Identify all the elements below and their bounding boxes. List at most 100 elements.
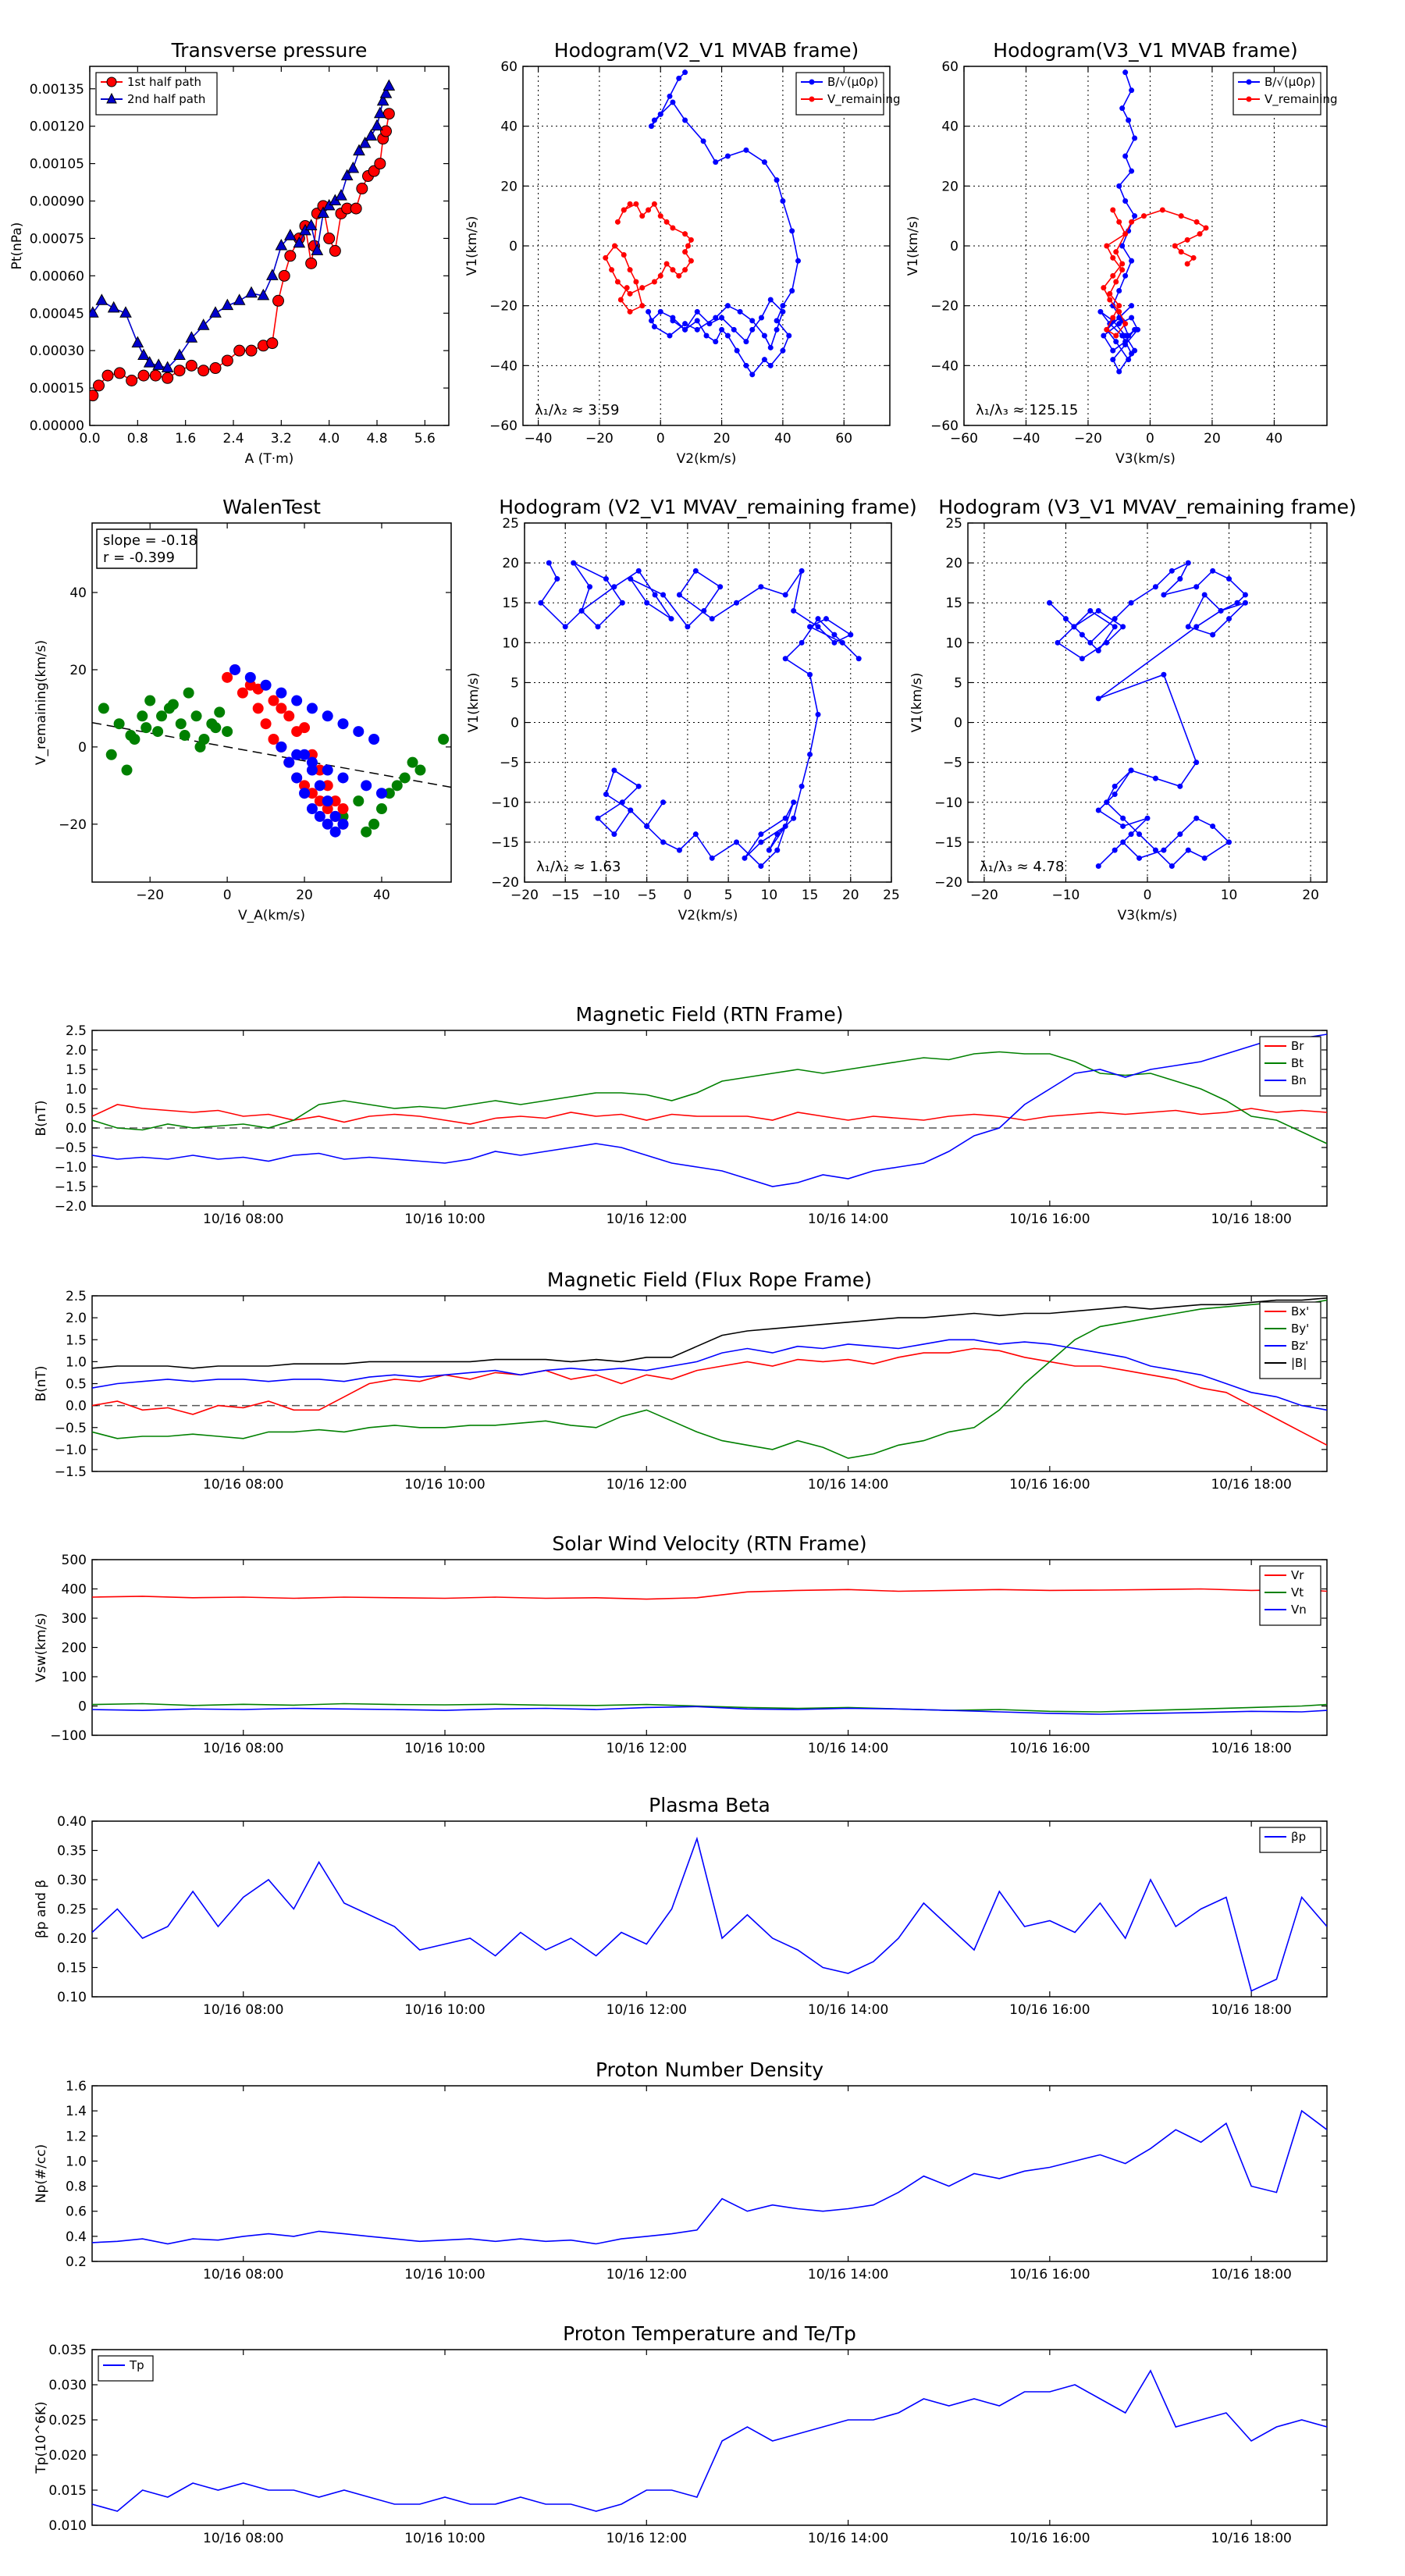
y-tick-label: 0.00105: [30, 157, 84, 173]
data-point: [1210, 632, 1216, 638]
scatter-point: [183, 687, 194, 699]
x-tick-label: 0: [1144, 888, 1152, 903]
correlation-value: r = -0.399: [103, 550, 175, 566]
data-point: [709, 855, 715, 861]
y-tick-label: 0.30: [57, 1873, 87, 1888]
data-point: [799, 639, 805, 646]
data-point: [329, 244, 341, 257]
scatter-point: [299, 749, 311, 760]
data-point: [815, 711, 821, 717]
data-point: [611, 767, 617, 774]
data-point: [1193, 624, 1200, 630]
x-tick-label: 10/16 08:00: [203, 2002, 283, 2018]
chart-title: Hodogram (V3_V1 MVAV_remaining frame): [938, 496, 1357, 518]
data-point: [1122, 333, 1129, 339]
scatter-point: [194, 741, 206, 753]
y-tick-label: 2.0: [66, 1043, 87, 1059]
data-point: [663, 261, 670, 267]
data-point: [1129, 258, 1135, 264]
data-point: [1119, 105, 1126, 112]
chart-panel-solar_wind_velocity: Solar Wind Velocity (RTN Frame) 10/16 08:…: [34, 1532, 1328, 1756]
y-tick-label: 1.5: [66, 1332, 87, 1348]
data-point: [1218, 607, 1224, 614]
data-point: [743, 147, 749, 153]
y-tick-label: 1.5: [66, 1062, 87, 1078]
data-point: [670, 99, 676, 105]
scatter-point: [252, 703, 264, 714]
scatter-point: [383, 788, 395, 799]
data-point: [1161, 847, 1167, 853]
scatter-point: [167, 699, 179, 710]
data-point: [742, 855, 748, 861]
data-point: [1112, 783, 1118, 789]
legend-label: V_remaining: [827, 92, 901, 107]
legend-label: Bx': [1291, 1304, 1309, 1318]
data-point: [335, 189, 347, 201]
y-tick-label: 0.00015: [30, 381, 84, 397]
legend-frame: [95, 72, 218, 116]
y-tick-label: 0: [954, 716, 962, 731]
series-line--b-: [92, 1297, 1327, 1369]
scatter-point: [322, 764, 333, 776]
data-point: [761, 357, 767, 363]
data-point: [152, 358, 165, 370]
data-point: [1178, 249, 1184, 255]
data-point: [612, 243, 617, 249]
data-point: [1210, 823, 1216, 829]
scatter-point: [237, 687, 248, 699]
chart-panel-magnetic_fluxrope: Magnetic Field (Flux Rope Frame) 10/16 08…: [34, 1268, 1328, 1493]
x-tick-label: 10/16 10:00: [404, 2531, 485, 2546]
y-axis-label: βp and β: [34, 1880, 49, 1938]
data-point: [340, 169, 354, 181]
data-point: [614, 279, 621, 285]
data-point: [663, 219, 670, 225]
scatter-point: [299, 788, 311, 799]
data-point: [1122, 231, 1129, 237]
x-tick-label: 10/16 08:00: [203, 2531, 283, 2546]
data-point: [1161, 592, 1167, 598]
data-point: [682, 321, 688, 327]
scatter-point: [353, 726, 365, 738]
x-tick-label: 10: [1221, 888, 1238, 903]
data-point: [1190, 254, 1197, 261]
y-tick-label: 0.015: [48, 2483, 87, 2499]
scatter-point: [299, 722, 311, 734]
y-tick-label: −15: [934, 835, 962, 851]
series-line-by-: [92, 1299, 1327, 1459]
scatter-point: [337, 718, 349, 730]
chart-title: Magnetic Field (Flux Rope Frame): [547, 1268, 872, 1291]
legend-marker: [106, 92, 117, 104]
data-point: [571, 560, 577, 566]
data-point: [782, 815, 788, 821]
data-point: [1141, 213, 1147, 219]
legend-label: Bt: [1291, 1056, 1304, 1070]
data-point: [137, 348, 150, 361]
y-tick-label: 40: [941, 119, 959, 135]
data-point: [107, 301, 120, 313]
data-point: [724, 303, 731, 309]
data-point: [562, 624, 568, 630]
data-point: [609, 267, 615, 273]
series-line-vr: [92, 1588, 1327, 1600]
scatter-point: [291, 695, 303, 706]
data-point: [143, 356, 156, 368]
data-point: [162, 372, 174, 384]
data-point: [774, 831, 781, 838]
data-point: [233, 294, 246, 305]
y-tick-label: 60: [941, 59, 959, 75]
y-tick-label: 2.5: [66, 1289, 87, 1304]
x-tick-label: 10/16 14:00: [808, 1741, 888, 1756]
data-point: [1112, 616, 1118, 622]
data-point: [1152, 775, 1158, 781]
y-tick-label: 0.5: [66, 1101, 87, 1117]
x-tick-label: 40: [1266, 431, 1283, 447]
scatter-point: [375, 803, 387, 815]
scatter-point: [322, 780, 333, 792]
y-tick-label: 0.00075: [30, 231, 84, 247]
data-point: [353, 144, 365, 156]
x-axis-label: A (T·m): [245, 451, 294, 467]
data-point: [161, 361, 174, 373]
y-tick-label: 200: [62, 1641, 87, 1656]
data-point: [682, 249, 688, 255]
data-point: [1071, 624, 1077, 630]
